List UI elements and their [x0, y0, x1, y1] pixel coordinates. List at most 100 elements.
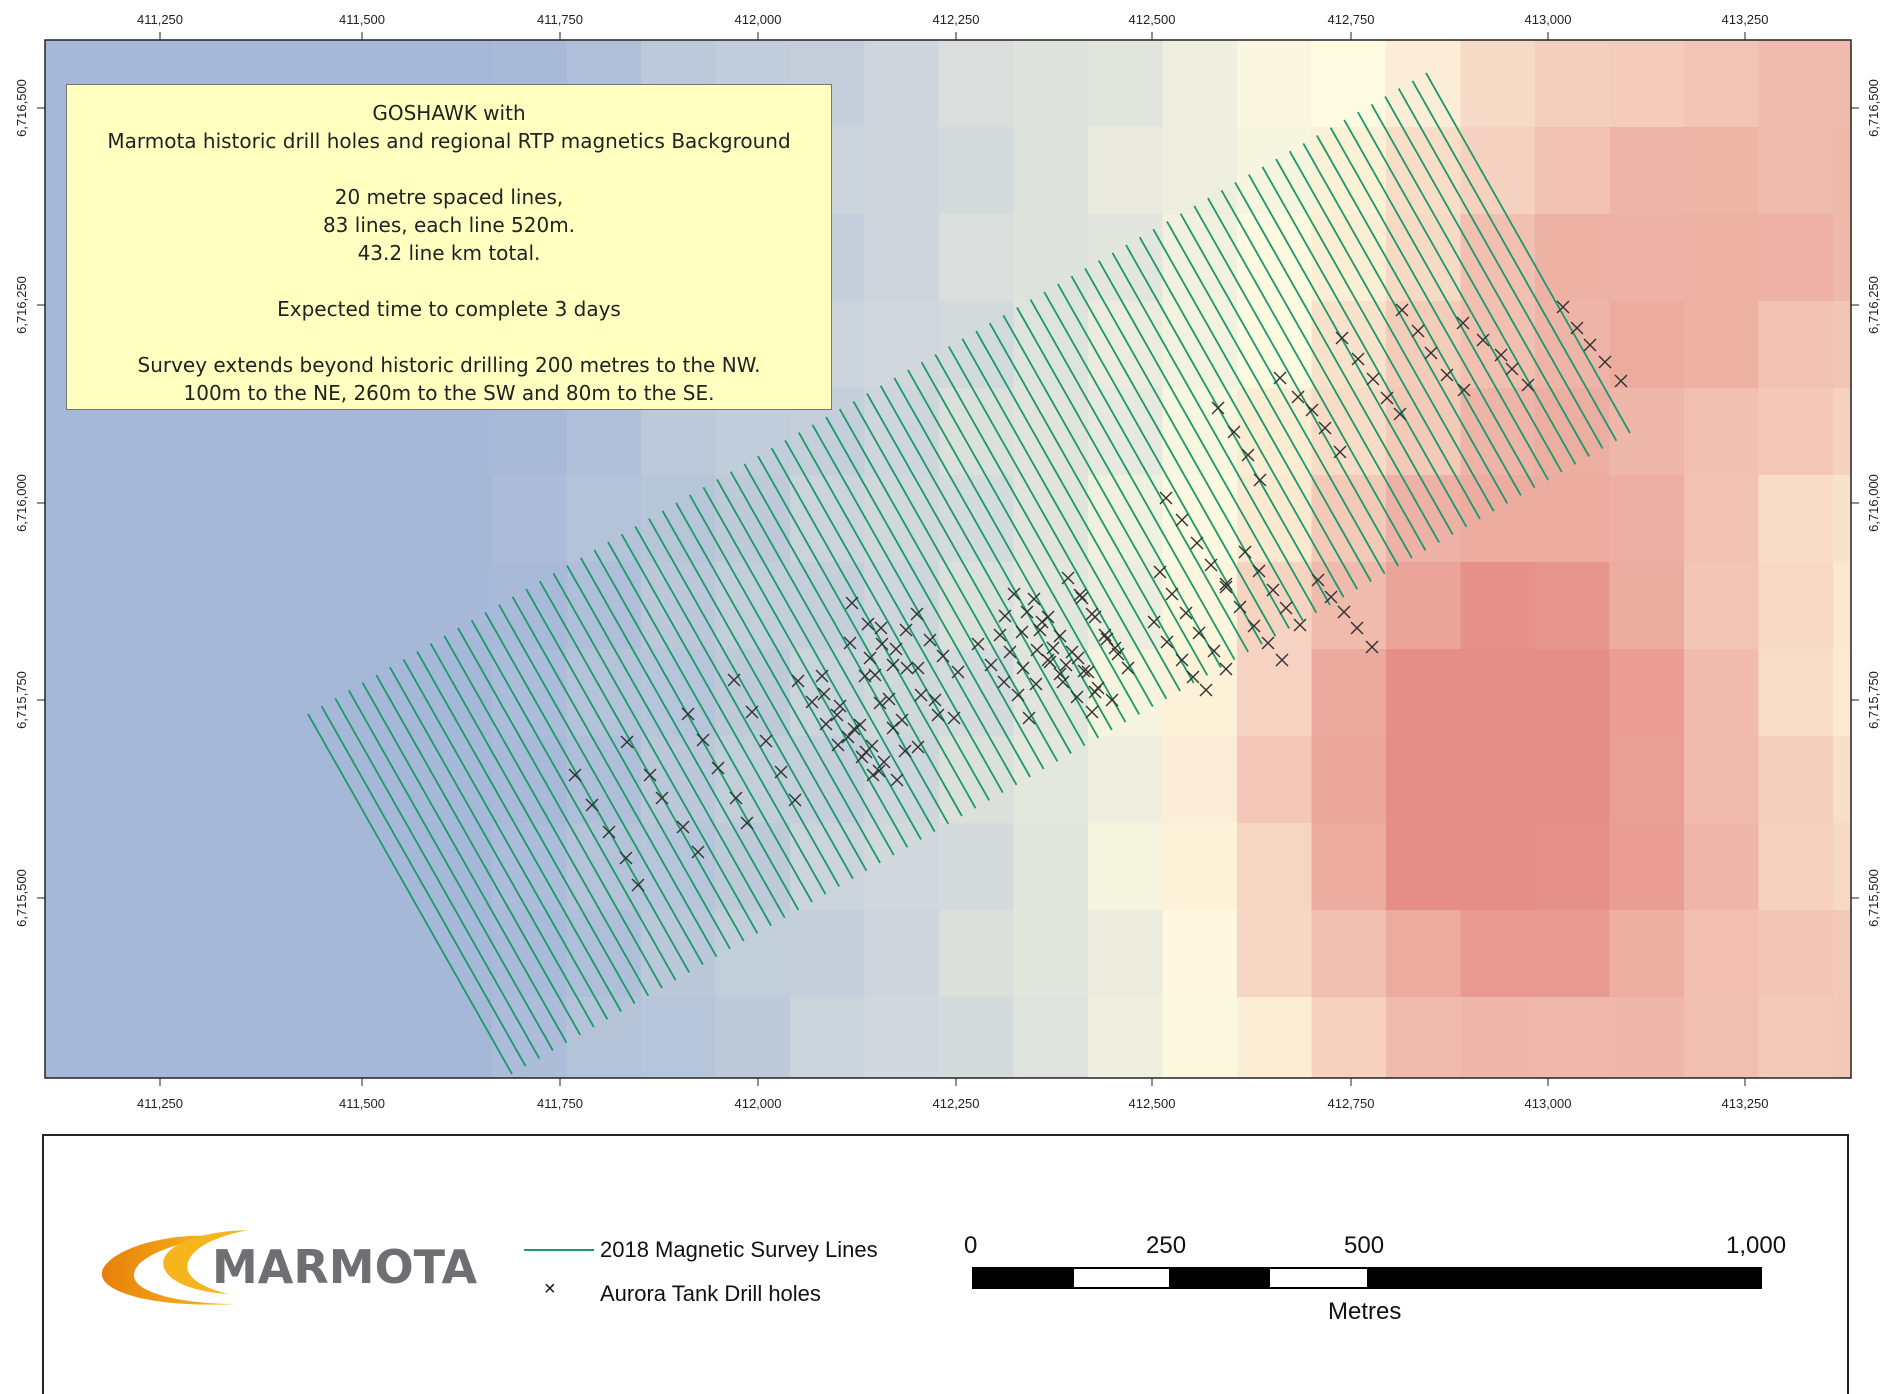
drill-hole-marker	[890, 773, 904, 787]
raster-cell	[1460, 910, 1536, 998]
raster-cell	[641, 823, 717, 911]
drill-hole-marker	[1098, 628, 1112, 642]
scale-segment	[1169, 1269, 1270, 1287]
survey-line	[593, 549, 800, 911]
raster-cell	[1684, 214, 1760, 302]
raster-cell	[715, 649, 791, 737]
drill-hole-marker	[875, 637, 889, 651]
drill-hole-marker	[568, 768, 582, 782]
raster-cell	[1386, 736, 1462, 824]
raster-cell	[194, 910, 270, 998]
drill-hole-marker	[727, 673, 741, 687]
drill-hole-marker	[1088, 685, 1102, 699]
raster-cell	[1311, 823, 1387, 911]
raster-cell	[939, 997, 1015, 1078]
drill-hole-marker	[1053, 667, 1067, 681]
drill-hole-marker	[1337, 605, 1351, 619]
raster-cell	[1684, 823, 1760, 911]
raster-cell	[1535, 649, 1611, 737]
drill-hole-marker	[889, 642, 903, 656]
drill-hole-marker	[1007, 587, 1021, 601]
raster-cell	[268, 562, 344, 650]
raster-cell	[1833, 301, 1851, 389]
raster-cell	[1386, 910, 1462, 998]
drill-hole-marker	[910, 607, 924, 621]
drill-hole-marker	[895, 713, 909, 727]
raster-cell	[1013, 40, 1089, 128]
raster-cell	[343, 562, 419, 650]
raster-cell	[939, 388, 1015, 476]
survey-line	[457, 627, 663, 989]
drill-hole-marker	[1147, 615, 1161, 629]
drill-hole-marker	[1411, 324, 1425, 338]
drill-hole-marker	[791, 674, 805, 688]
raster-cell	[45, 562, 121, 650]
drill-hole-marker	[1065, 645, 1079, 659]
raster-cell	[1311, 127, 1387, 215]
raster-cell	[1535, 562, 1611, 650]
raster-cell	[715, 823, 791, 911]
drill-hole-marker	[947, 711, 961, 725]
drill-hole-marker	[1016, 661, 1030, 675]
drill-hole-marker	[1175, 653, 1189, 667]
drill-hole-marker	[1494, 348, 1508, 362]
survey-line	[1111, 252, 1318, 614]
raster-cell	[417, 997, 493, 1078]
drill-hole-marker	[1273, 371, 1287, 385]
raster-cell	[1088, 997, 1164, 1078]
raster-cell	[45, 823, 121, 911]
raster-cell	[566, 562, 642, 650]
raster-cell	[1833, 214, 1851, 302]
raster-cell	[939, 649, 1015, 737]
drill-hole-marker	[1583, 338, 1597, 352]
drill-hole-marker	[830, 708, 844, 722]
drill-hole-marker	[1111, 647, 1125, 661]
raster-cell	[45, 997, 121, 1078]
drill-hole-marker	[1022, 711, 1036, 725]
x-tick-label-top: 413,000	[1525, 12, 1572, 27]
survey-line	[1316, 135, 1522, 496]
raster-cell	[864, 301, 940, 389]
survey-line	[1043, 291, 1249, 653]
drill-hole-marker	[1211, 401, 1225, 415]
info-line: Expected time to complete 3 days	[277, 297, 621, 321]
raster-cell	[641, 649, 717, 737]
drill-hole-marker	[1365, 640, 1379, 654]
survey-line	[1029, 299, 1236, 661]
raster-cell	[1013, 475, 1089, 563]
raster-cell	[45, 649, 121, 737]
survey-line	[389, 666, 595, 1028]
survey-line	[1070, 275, 1277, 637]
survey-line	[320, 705, 527, 1067]
drill-hole-marker	[1020, 605, 1034, 619]
drill-hole-marker	[936, 649, 950, 663]
survey-line	[1125, 244, 1331, 606]
drill-hole-marker	[788, 793, 802, 807]
raster-cell	[119, 649, 195, 737]
raster-cell	[790, 910, 866, 998]
drill-hole-marker	[855, 750, 869, 764]
map-frame	[44, 39, 1852, 1079]
drill-hole-marker	[1041, 653, 1055, 667]
raster-cell	[1162, 388, 1238, 476]
drill-hole-marker	[1440, 368, 1454, 382]
survey-line	[798, 432, 1004, 794]
raster-cell	[1758, 214, 1834, 302]
drill-hole-marker	[1219, 662, 1233, 676]
drill-hole-marker	[1121, 661, 1135, 675]
drill-hole-marker	[1179, 606, 1193, 620]
drill-hole-marker	[691, 845, 705, 859]
raster-cell	[119, 736, 195, 824]
raster-cell	[790, 475, 866, 563]
raster-cell	[119, 910, 195, 998]
drill-hole-marker	[774, 765, 788, 779]
drill-hole-marker	[841, 730, 855, 744]
raster-cell	[1833, 997, 1851, 1078]
y-tick-label-right: 6,715,500	[1866, 869, 1881, 927]
raster-cell	[268, 997, 344, 1078]
raster-cell	[194, 475, 270, 563]
raster-cell	[939, 127, 1015, 215]
survey-line	[1425, 72, 1631, 434]
survey-line	[429, 643, 636, 1005]
raster-cell	[343, 823, 419, 911]
